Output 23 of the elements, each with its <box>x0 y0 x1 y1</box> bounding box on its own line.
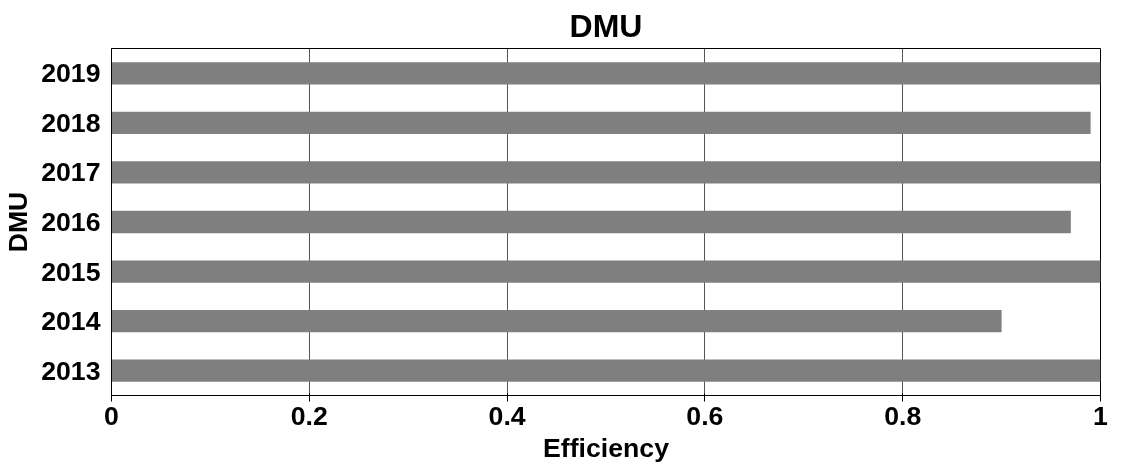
y-tick-label: 2015 <box>41 256 101 287</box>
x-axis-title: Efficiency <box>543 432 670 463</box>
y-tick-label: 2018 <box>41 107 101 138</box>
y-tick-label: 2014 <box>41 306 101 337</box>
bar <box>111 260 1101 283</box>
bar <box>111 309 1002 333</box>
y-tick-label: 2013 <box>41 355 101 386</box>
y-tick-label: 2017 <box>41 157 101 188</box>
x-tick-label: 0.8 <box>884 400 922 431</box>
bar <box>111 210 1071 234</box>
bar <box>111 111 1091 135</box>
y-tick-label: 2019 <box>41 58 101 89</box>
bar <box>111 161 1101 184</box>
y-axis-title: DMU <box>3 191 34 253</box>
x-tick-label: 0.4 <box>488 400 526 431</box>
x-tick-label: 1 <box>1093 400 1109 431</box>
x-tick-label: 0.2 <box>290 400 328 431</box>
y-tick-label: 2016 <box>41 207 101 237</box>
x-tick-label: 0 <box>104 400 119 431</box>
bar <box>111 359 1101 382</box>
chart-title: DMU <box>569 7 643 44</box>
x-tick-label: 0.6 <box>686 400 724 431</box>
bar <box>111 62 1101 85</box>
